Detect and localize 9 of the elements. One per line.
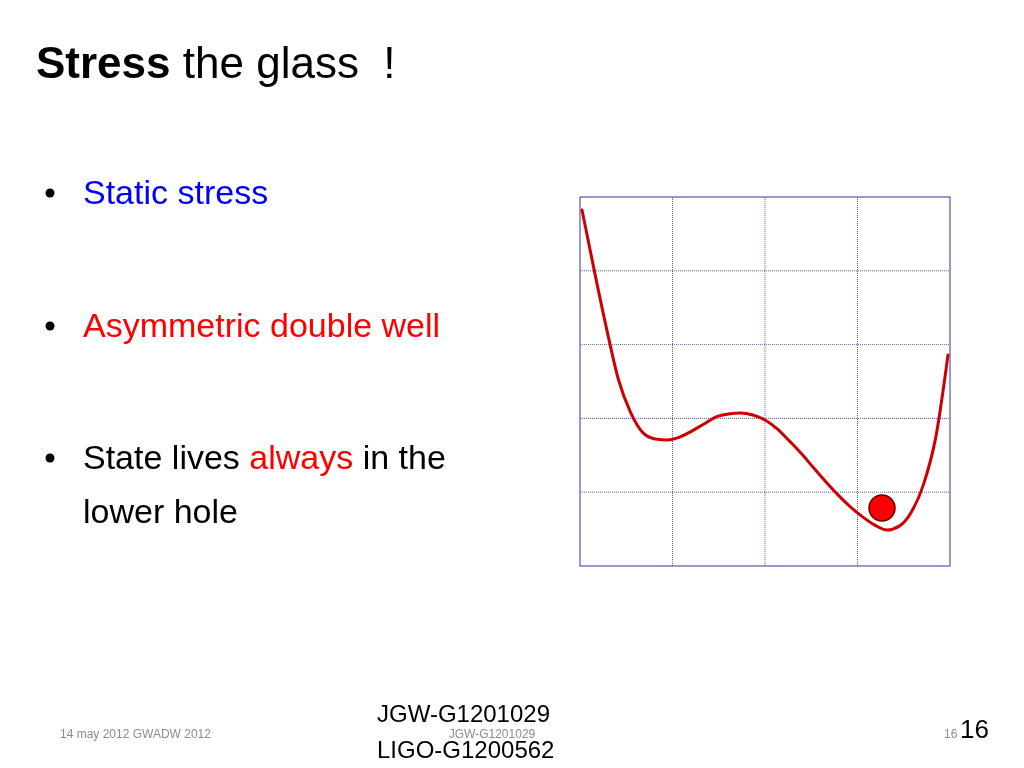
text: 16 xyxy=(960,714,989,744)
text: JGW-G1201029 xyxy=(448,727,536,741)
text: Asymmetric double well xyxy=(83,306,441,344)
text: 16 xyxy=(944,727,958,741)
text: Static stress xyxy=(83,173,269,211)
text: JGW-G1201029 xyxy=(377,700,550,727)
text: Stress the glass ! xyxy=(36,38,396,87)
text: State lives always in the lower hole xyxy=(83,438,446,530)
text: 14 may 2012 GWADW 2012 xyxy=(60,727,212,741)
